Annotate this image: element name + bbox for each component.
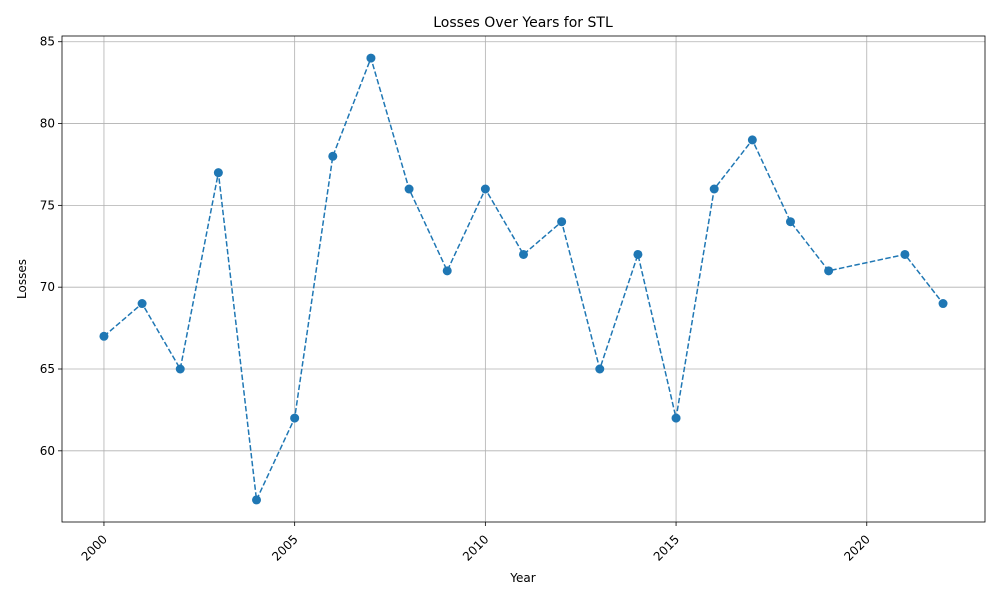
data-point xyxy=(557,217,567,227)
x-tick-label: 2000 xyxy=(79,532,110,563)
data-point xyxy=(900,249,910,259)
data-point xyxy=(938,299,948,309)
y-tick-label: 65 xyxy=(40,362,55,376)
chart-title: Losses Over Years for STL xyxy=(433,15,613,31)
y-tick-label: 60 xyxy=(40,444,55,458)
data-point xyxy=(404,184,414,194)
data-point xyxy=(252,495,262,505)
data-point xyxy=(99,331,109,341)
x-tick-label: 2015 xyxy=(651,532,682,563)
data-point xyxy=(709,184,719,194)
y-axis-label: Losses xyxy=(15,259,29,299)
data-point xyxy=(824,266,834,276)
plot-frame xyxy=(61,35,986,523)
data-point xyxy=(442,266,452,276)
y-tick-label: 85 xyxy=(40,35,55,49)
data-point xyxy=(519,249,528,259)
data-point xyxy=(595,364,605,374)
x-tick-label: 2020 xyxy=(841,532,872,563)
y-tick-label: 70 xyxy=(40,280,55,294)
data-point xyxy=(366,53,376,63)
y-tick-label: 75 xyxy=(40,198,55,212)
y-tick-label: 80 xyxy=(40,117,55,131)
data-point xyxy=(328,151,338,161)
data-point xyxy=(137,299,147,309)
x-tick-label: 2005 xyxy=(269,532,300,563)
x-axis-label: Year xyxy=(509,571,535,585)
data-point xyxy=(747,135,757,145)
data-point xyxy=(480,184,490,194)
data-point xyxy=(213,168,223,178)
x-tick-label: 2010 xyxy=(460,532,491,563)
data-point xyxy=(175,364,185,374)
data-point xyxy=(290,413,300,423)
data-point xyxy=(671,413,681,423)
data-point xyxy=(785,217,795,227)
data-point xyxy=(633,249,643,259)
data-line xyxy=(103,55,944,503)
